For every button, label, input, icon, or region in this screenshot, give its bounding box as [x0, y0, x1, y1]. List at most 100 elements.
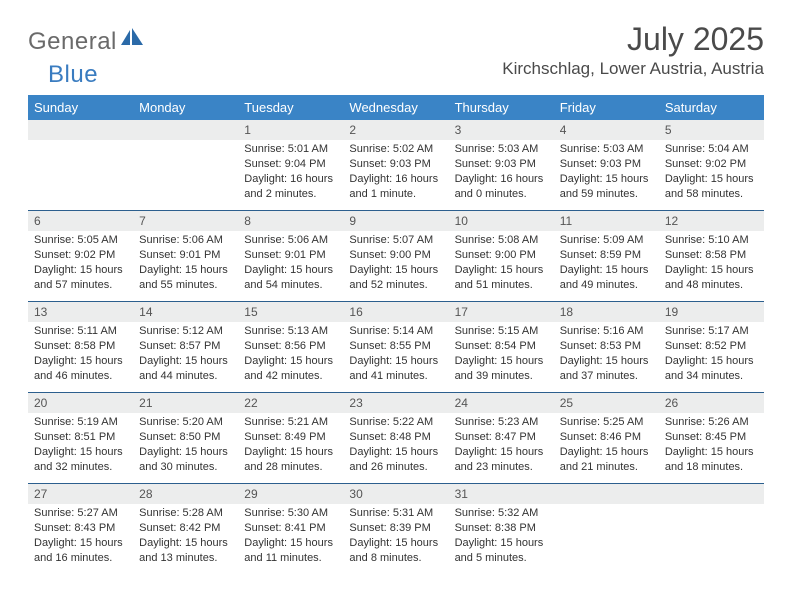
day-detail-line: and 0 minutes.: [455, 187, 548, 202]
day-details: Sunrise: 5:06 AMSunset: 9:01 PMDaylight:…: [238, 231, 343, 301]
location-subtitle: Kirchschlag, Lower Austria, Austria: [502, 59, 764, 79]
day-detail-line: Sunset: 9:01 PM: [139, 248, 232, 263]
day-detail-line: Daylight: 15 hours: [560, 354, 653, 369]
day-detail-line: Sunrise: 5:15 AM: [455, 324, 548, 339]
day-number: 27: [28, 484, 133, 504]
calendar-day-cell: 19Sunrise: 5:17 AMSunset: 8:52 PMDayligh…: [659, 302, 764, 393]
day-detail-line: Sunset: 8:52 PM: [665, 339, 758, 354]
day-number: 30: [343, 484, 448, 504]
day-number: 18: [554, 302, 659, 322]
day-detail-line: Daylight: 15 hours: [34, 354, 127, 369]
day-detail-line: and 51 minutes.: [455, 278, 548, 293]
day-detail-line: Daylight: 15 hours: [34, 263, 127, 278]
day-detail-line: Sunrise: 5:32 AM: [455, 506, 548, 521]
calendar-day-cell: 20Sunrise: 5:19 AMSunset: 8:51 PMDayligh…: [28, 393, 133, 484]
day-number: 19: [659, 302, 764, 322]
day-detail-line: Sunrise: 5:22 AM: [349, 415, 442, 430]
calendar-day-cell: 28Sunrise: 5:28 AMSunset: 8:42 PMDayligh…: [133, 484, 238, 575]
calendar-day-cell: 6Sunrise: 5:05 AMSunset: 9:02 PMDaylight…: [28, 211, 133, 302]
day-details: Sunrise: 5:07 AMSunset: 9:00 PMDaylight:…: [343, 231, 448, 301]
calendar-week-row: 6Sunrise: 5:05 AMSunset: 9:02 PMDaylight…: [28, 211, 764, 302]
day-detail-line: Daylight: 15 hours: [34, 536, 127, 551]
day-detail-line: and 23 minutes.: [455, 460, 548, 475]
day-details: Sunrise: 5:09 AMSunset: 8:59 PMDaylight:…: [554, 231, 659, 301]
day-detail-line: Daylight: 15 hours: [34, 445, 127, 460]
day-number: 23: [343, 393, 448, 413]
day-details: Sunrise: 5:12 AMSunset: 8:57 PMDaylight:…: [133, 322, 238, 392]
day-name: Thursday: [449, 95, 554, 120]
sail-icon: [121, 28, 143, 46]
day-name-row: Sunday Monday Tuesday Wednesday Thursday…: [28, 95, 764, 120]
day-detail-line: Sunset: 8:55 PM: [349, 339, 442, 354]
day-detail-line: Sunset: 8:56 PM: [244, 339, 337, 354]
calendar-week-row: 20Sunrise: 5:19 AMSunset: 8:51 PMDayligh…: [28, 393, 764, 484]
day-details: Sunrise: 5:15 AMSunset: 8:54 PMDaylight:…: [449, 322, 554, 392]
logo-word-1: General: [28, 28, 117, 56]
day-detail-line: Sunset: 8:51 PM: [34, 430, 127, 445]
title-block: July 2025 Kirchschlag, Lower Austria, Au…: [502, 22, 764, 79]
day-name: Sunday: [28, 95, 133, 120]
calendar-day-cell: 14Sunrise: 5:12 AMSunset: 8:57 PMDayligh…: [133, 302, 238, 393]
calendar-day-cell: 21Sunrise: 5:20 AMSunset: 8:50 PMDayligh…: [133, 393, 238, 484]
day-name: Friday: [554, 95, 659, 120]
calendar-body: 1Sunrise: 5:01 AMSunset: 9:04 PMDaylight…: [28, 120, 764, 574]
day-detail-line: Daylight: 15 hours: [349, 263, 442, 278]
day-details: Sunrise: 5:26 AMSunset: 8:45 PMDaylight:…: [659, 413, 764, 483]
day-detail-line: Daylight: 15 hours: [139, 263, 232, 278]
day-details: Sunrise: 5:28 AMSunset: 8:42 PMDaylight:…: [133, 504, 238, 574]
day-name: Wednesday: [343, 95, 448, 120]
day-detail-line: and 30 minutes.: [139, 460, 232, 475]
day-number: 29: [238, 484, 343, 504]
day-detail-line: and 28 minutes.: [244, 460, 337, 475]
day-detail-line: and 32 minutes.: [34, 460, 127, 475]
day-detail-line: Sunset: 8:57 PM: [139, 339, 232, 354]
day-number: 17: [449, 302, 554, 322]
day-detail-line: Sunrise: 5:04 AM: [665, 142, 758, 157]
day-detail-line: and 16 minutes.: [34, 551, 127, 566]
day-detail-line: Sunrise: 5:03 AM: [455, 142, 548, 157]
day-detail-line: Daylight: 15 hours: [349, 536, 442, 551]
day-details: Sunrise: 5:20 AMSunset: 8:50 PMDaylight:…: [133, 413, 238, 483]
day-detail-line: Sunrise: 5:17 AM: [665, 324, 758, 339]
day-details: Sunrise: 5:03 AMSunset: 9:03 PMDaylight:…: [449, 140, 554, 210]
day-detail-line: Daylight: 15 hours: [560, 263, 653, 278]
day-detail-line: Daylight: 15 hours: [139, 445, 232, 460]
day-detail-line: Sunset: 9:02 PM: [665, 157, 758, 172]
day-details: Sunrise: 5:10 AMSunset: 8:58 PMDaylight:…: [659, 231, 764, 301]
day-details: Sunrise: 5:02 AMSunset: 9:03 PMDaylight:…: [343, 140, 448, 210]
day-detail-line: and 18 minutes.: [665, 460, 758, 475]
day-detail-line: Sunset: 9:03 PM: [455, 157, 548, 172]
day-number: 16: [343, 302, 448, 322]
calendar-day-cell: 13Sunrise: 5:11 AMSunset: 8:58 PMDayligh…: [28, 302, 133, 393]
day-details: Sunrise: 5:27 AMSunset: 8:43 PMDaylight:…: [28, 504, 133, 574]
day-detail-line: Sunset: 8:39 PM: [349, 521, 442, 536]
day-detail-line: Sunset: 8:58 PM: [34, 339, 127, 354]
day-detail-line: Daylight: 16 hours: [244, 172, 337, 187]
day-detail-line: Daylight: 15 hours: [560, 445, 653, 460]
day-details: Sunrise: 5:19 AMSunset: 8:51 PMDaylight:…: [28, 413, 133, 483]
day-detail-line: Sunrise: 5:25 AM: [560, 415, 653, 430]
logo-word-2: Blue: [48, 61, 98, 89]
day-detail-line: and 21 minutes.: [560, 460, 653, 475]
day-details: Sunrise: 5:16 AMSunset: 8:53 PMDaylight:…: [554, 322, 659, 392]
day-detail-line: Sunset: 8:54 PM: [455, 339, 548, 354]
day-details: Sunrise: 5:17 AMSunset: 8:52 PMDaylight:…: [659, 322, 764, 392]
calendar-day-cell: 8Sunrise: 5:06 AMSunset: 9:01 PMDaylight…: [238, 211, 343, 302]
day-detail-line: Daylight: 15 hours: [665, 445, 758, 460]
day-detail-line: Sunset: 8:38 PM: [455, 521, 548, 536]
day-details: Sunrise: 5:11 AMSunset: 8:58 PMDaylight:…: [28, 322, 133, 392]
day-details: Sunrise: 5:04 AMSunset: 9:02 PMDaylight:…: [659, 140, 764, 210]
day-number: 15: [238, 302, 343, 322]
day-detail-line: and 37 minutes.: [560, 369, 653, 384]
calendar-week-row: 13Sunrise: 5:11 AMSunset: 8:58 PMDayligh…: [28, 302, 764, 393]
day-details: Sunrise: 5:08 AMSunset: 9:00 PMDaylight:…: [449, 231, 554, 301]
day-detail-line: Sunrise: 5:27 AM: [34, 506, 127, 521]
day-detail-line: Sunrise: 5:09 AM: [560, 233, 653, 248]
calendar-day-cell: 27Sunrise: 5:27 AMSunset: 8:43 PMDayligh…: [28, 484, 133, 575]
day-details: [133, 140, 238, 210]
day-number: 22: [238, 393, 343, 413]
day-detail-line: Sunset: 8:49 PM: [244, 430, 337, 445]
calendar-day-cell: 22Sunrise: 5:21 AMSunset: 8:49 PMDayligh…: [238, 393, 343, 484]
day-number: [28, 120, 133, 140]
day-detail-line: Daylight: 16 hours: [349, 172, 442, 187]
